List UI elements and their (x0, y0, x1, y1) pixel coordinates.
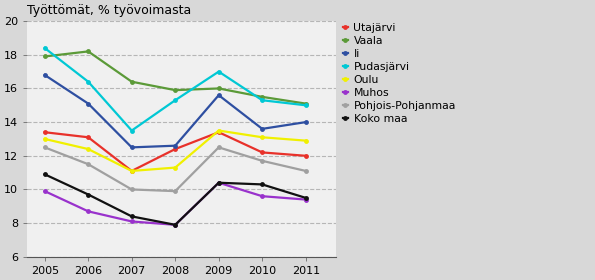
Legend: Utajärvi, Vaala, Ii, Pudasjärvi, Oulu, Muhos, Pohjois-Pohjanmaa, Koko maa: Utajärvi, Vaala, Ii, Pudasjärvi, Oulu, M… (342, 22, 457, 125)
Ii (171, 144, 178, 147)
Line: Ii: Ii (42, 73, 308, 150)
Line: Koko maa: Koko maa (42, 172, 308, 227)
Muhos (259, 195, 266, 198)
Utajärvi (215, 130, 223, 134)
Utajärvi (302, 154, 309, 157)
Oulu (302, 139, 309, 142)
Muhos (171, 223, 178, 227)
Koko maa (259, 183, 266, 186)
Vaala (84, 50, 92, 53)
Ii (302, 120, 309, 124)
Pudasjärvi (41, 46, 48, 50)
Pohjois-Pohjanmaa (128, 188, 135, 191)
Koko maa (41, 173, 48, 176)
Utajärvi (128, 169, 135, 173)
Oulu (259, 136, 266, 139)
Oulu (128, 169, 135, 173)
Pudasjärvi (302, 104, 309, 107)
Muhos (84, 210, 92, 213)
Line: Pudasjärvi: Pudasjärvi (42, 46, 308, 133)
Koko maa (171, 223, 178, 227)
Line: Vaala: Vaala (42, 49, 308, 106)
Vaala (41, 55, 48, 58)
Line: Muhos: Muhos (42, 180, 308, 227)
Koko maa (215, 181, 223, 185)
Vaala (171, 88, 178, 92)
Ii (259, 127, 266, 130)
Oulu (84, 147, 92, 151)
Utajärvi (41, 130, 48, 134)
Pohjois-Pohjanmaa (215, 146, 223, 149)
Koko maa (84, 193, 92, 196)
Text: Työttömät, % työvoimasta: Työttömät, % työvoimasta (27, 4, 192, 17)
Pohjois-Pohjanmaa (171, 190, 178, 193)
Muhos (41, 190, 48, 193)
Line: Utajärvi: Utajärvi (42, 130, 308, 173)
Ii (128, 146, 135, 149)
Oulu (171, 166, 178, 169)
Pudasjärvi (215, 70, 223, 73)
Muhos (302, 198, 309, 201)
Ii (215, 94, 223, 97)
Pudasjärvi (128, 129, 135, 132)
Pudasjärvi (84, 80, 92, 83)
Oulu (41, 137, 48, 141)
Pohjois-Pohjanmaa (41, 146, 48, 149)
Line: Oulu: Oulu (42, 128, 308, 173)
Vaala (215, 87, 223, 90)
Utajärvi (84, 136, 92, 139)
Line: Pohjois-Pohjanmaa: Pohjois-Pohjanmaa (42, 145, 308, 193)
Pohjois-Pohjanmaa (302, 169, 309, 173)
Utajärvi (259, 151, 266, 154)
Vaala (128, 80, 135, 83)
Koko maa (302, 196, 309, 200)
Oulu (215, 129, 223, 132)
Pohjois-Pohjanmaa (84, 162, 92, 166)
Vaala (259, 95, 266, 99)
Pudasjärvi (259, 99, 266, 102)
Muhos (128, 220, 135, 223)
Utajärvi (171, 147, 178, 151)
Vaala (302, 102, 309, 105)
Pohjois-Pohjanmaa (259, 159, 266, 162)
Koko maa (128, 215, 135, 218)
Pudasjärvi (171, 99, 178, 102)
Ii (41, 73, 48, 77)
Muhos (215, 181, 223, 185)
Ii (84, 102, 92, 105)
